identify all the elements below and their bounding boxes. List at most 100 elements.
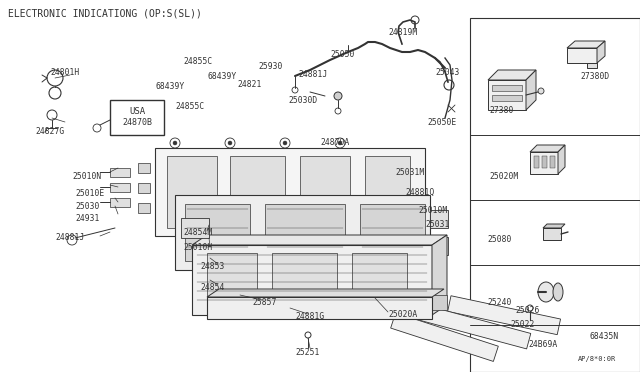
Text: 25050E: 25050E: [427, 118, 456, 127]
Circle shape: [228, 141, 232, 145]
Polygon shape: [192, 235, 447, 245]
Text: 68439Y: 68439Y: [207, 72, 236, 81]
Polygon shape: [567, 48, 597, 63]
Text: 25240: 25240: [487, 298, 511, 307]
Bar: [430, 210, 448, 228]
Text: 25020A: 25020A: [388, 310, 417, 319]
Text: 25080: 25080: [487, 235, 511, 244]
Text: 24881J: 24881J: [298, 70, 327, 79]
Bar: [365, 156, 410, 228]
Bar: [272, 253, 337, 307]
Bar: [427, 295, 447, 310]
Polygon shape: [207, 289, 444, 297]
Polygon shape: [207, 297, 432, 319]
Text: 27380D: 27380D: [580, 72, 609, 81]
Text: 24854: 24854: [200, 283, 225, 292]
Bar: [185, 204, 250, 261]
Text: 24853: 24853: [200, 262, 225, 271]
Text: 24B69A: 24B69A: [528, 340, 557, 349]
Bar: [352, 253, 407, 307]
Bar: [430, 237, 448, 255]
Text: 24801H: 24801H: [50, 68, 79, 77]
Text: 68435N: 68435N: [590, 332, 620, 341]
Bar: [181, 218, 209, 238]
Text: 25857: 25857: [252, 298, 276, 307]
Text: 24855C: 24855C: [175, 102, 204, 111]
Text: 24931: 24931: [75, 214, 99, 223]
Polygon shape: [543, 224, 565, 228]
Text: 24870B: 24870B: [122, 118, 152, 127]
Bar: [534, 156, 539, 168]
Text: 24881G: 24881G: [295, 312, 324, 321]
Bar: [300, 156, 350, 228]
Text: 27380: 27380: [489, 106, 513, 115]
Ellipse shape: [553, 283, 563, 301]
Polygon shape: [567, 41, 605, 48]
Text: 25251: 25251: [295, 348, 319, 357]
Polygon shape: [526, 70, 536, 110]
Polygon shape: [175, 195, 430, 270]
Polygon shape: [530, 152, 558, 174]
Text: 24881Q: 24881Q: [405, 188, 435, 197]
Bar: [138, 203, 150, 213]
Bar: [470, 18, 640, 372]
Bar: [265, 204, 345, 261]
Ellipse shape: [538, 282, 554, 302]
Text: 25010H: 25010H: [183, 243, 212, 252]
Polygon shape: [587, 63, 597, 68]
Text: 68439Y: 68439Y: [156, 82, 185, 91]
Bar: [167, 156, 217, 228]
Text: 24881J: 24881J: [55, 233, 84, 242]
Text: 25020M: 25020M: [489, 172, 518, 181]
Circle shape: [305, 332, 311, 338]
Bar: [492, 85, 522, 91]
Polygon shape: [155, 148, 425, 236]
Text: AP/8*0:0R: AP/8*0:0R: [578, 356, 616, 362]
Polygon shape: [558, 145, 565, 174]
Polygon shape: [488, 70, 536, 80]
Text: 24827G: 24827G: [35, 127, 64, 136]
Polygon shape: [488, 80, 526, 110]
Text: 24855C: 24855C: [183, 57, 212, 66]
Bar: [138, 163, 150, 173]
Circle shape: [334, 92, 342, 100]
Circle shape: [173, 141, 177, 145]
Polygon shape: [530, 145, 565, 152]
Text: 25930: 25930: [258, 62, 282, 71]
Bar: [110, 183, 130, 192]
Circle shape: [527, 305, 533, 311]
Polygon shape: [597, 41, 605, 63]
Text: 25050: 25050: [330, 50, 355, 59]
Circle shape: [283, 141, 287, 145]
Circle shape: [338, 141, 342, 145]
FancyBboxPatch shape: [447, 296, 561, 335]
Text: 25030D: 25030D: [288, 96, 317, 105]
Text: 25030: 25030: [75, 202, 99, 211]
Bar: [138, 183, 150, 193]
Text: 25022: 25022: [510, 320, 534, 329]
FancyBboxPatch shape: [390, 313, 499, 362]
Bar: [207, 253, 257, 307]
Bar: [492, 95, 522, 101]
Bar: [110, 198, 130, 207]
Bar: [230, 156, 285, 228]
Bar: [542, 156, 547, 168]
FancyBboxPatch shape: [420, 305, 531, 349]
Bar: [550, 156, 555, 168]
Text: 25031: 25031: [425, 220, 449, 229]
Bar: [110, 100, 164, 135]
Circle shape: [538, 88, 544, 94]
Text: 25010N: 25010N: [72, 172, 101, 181]
Text: 24854M: 24854M: [183, 228, 212, 237]
Bar: [110, 168, 130, 177]
Text: USA: USA: [129, 107, 145, 116]
Polygon shape: [432, 235, 447, 315]
Text: 25043: 25043: [435, 68, 460, 77]
Text: 25031M: 25031M: [395, 168, 424, 177]
Text: ELECTRONIC INDICATIONG (OP:S(SL)): ELECTRONIC INDICATIONG (OP:S(SL)): [8, 8, 202, 18]
Text: 25026: 25026: [515, 306, 540, 315]
Polygon shape: [192, 245, 432, 315]
Text: 25010M: 25010M: [418, 206, 447, 215]
Bar: [360, 204, 425, 261]
Text: 24821: 24821: [237, 80, 261, 89]
